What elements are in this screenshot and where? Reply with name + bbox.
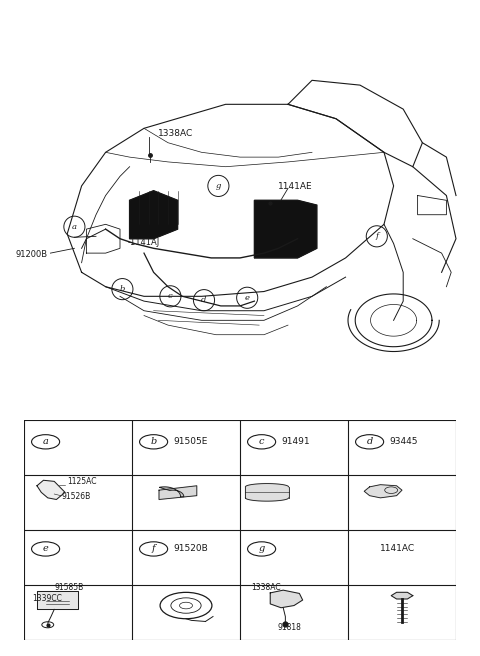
Text: 1141AE: 1141AE [278, 182, 313, 192]
Text: b: b [120, 285, 125, 293]
Text: f: f [375, 232, 378, 240]
Text: g: g [258, 544, 265, 554]
Text: d: d [366, 438, 373, 446]
Text: 1339CC: 1339CC [33, 594, 62, 603]
Text: 1141AC: 1141AC [381, 544, 416, 554]
Polygon shape [391, 592, 413, 599]
Text: 1338AC: 1338AC [158, 129, 193, 138]
Text: g: g [216, 182, 221, 190]
Text: 91200B: 91200B [15, 249, 48, 258]
Text: 1125AC: 1125AC [67, 477, 96, 486]
Polygon shape [270, 590, 303, 607]
Polygon shape [37, 480, 65, 499]
Text: 1338AC: 1338AC [251, 583, 280, 592]
Polygon shape [130, 191, 178, 239]
Polygon shape [364, 485, 402, 498]
Polygon shape [254, 200, 317, 258]
Text: e: e [245, 294, 250, 302]
Text: 91818: 91818 [278, 623, 301, 632]
Text: 91585B: 91585B [54, 583, 84, 592]
Polygon shape [37, 591, 78, 609]
Text: b: b [150, 438, 157, 446]
Text: -1141AJ: -1141AJ [127, 237, 159, 247]
Text: 93445: 93445 [389, 438, 418, 446]
Text: e: e [43, 544, 48, 554]
Text: f: f [152, 544, 156, 554]
Text: 91526B: 91526B [62, 492, 91, 501]
Text: d: d [201, 296, 207, 304]
Text: 91491: 91491 [281, 438, 310, 446]
Polygon shape [159, 485, 197, 499]
Text: 91505E: 91505E [173, 438, 207, 446]
Text: c: c [168, 293, 173, 300]
Polygon shape [245, 483, 288, 501]
Text: c: c [259, 438, 264, 446]
Text: a: a [43, 438, 48, 446]
Text: a: a [72, 223, 77, 231]
Text: 91520B: 91520B [173, 544, 208, 554]
Polygon shape [159, 487, 184, 497]
